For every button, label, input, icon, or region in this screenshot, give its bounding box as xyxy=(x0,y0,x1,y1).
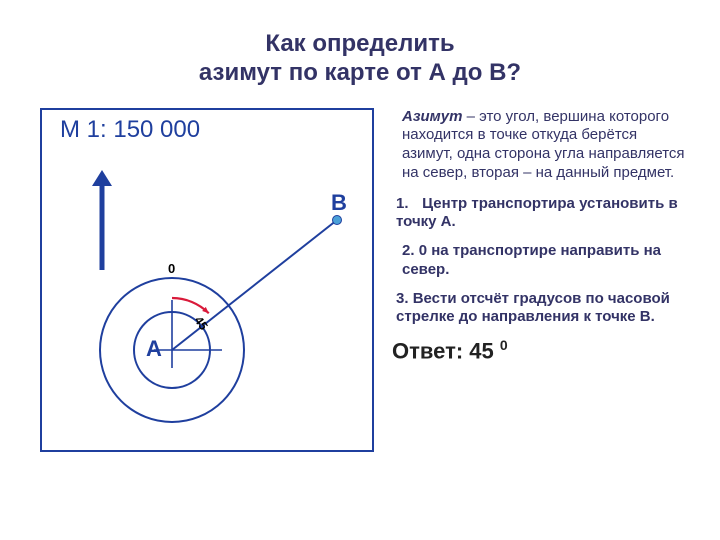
answer-degree-sup: 0 xyxy=(500,337,508,353)
step-text: Вести отсчёт градусов по часовой стрелке… xyxy=(396,290,670,326)
azimuth-definition: Азимут – это угол, вершина которого нахо… xyxy=(392,108,690,183)
step-num: 1. xyxy=(396,195,418,214)
step-num: 3. xyxy=(396,290,409,307)
step-2: 2. 0 на транспортире направить на север. xyxy=(402,242,690,280)
title-line-1: Как определить xyxy=(265,30,454,57)
step-text: 0 на транспортире направить на север. xyxy=(402,242,661,278)
svg-text:А: А xyxy=(146,336,162,361)
explanation-column: Азимут – это угол, вершина которого нахо… xyxy=(392,108,690,452)
step-3: 3. Вести отсчёт градусов по часовой стре… xyxy=(396,290,690,328)
answer-line: Ответ: 45 0 xyxy=(392,337,690,365)
definition-term: Азимут xyxy=(402,108,462,125)
content-row: М 1: 150 000 045АВ Азимут – это угол, ве… xyxy=(0,98,720,452)
page-title: Как определить азимут по карте от А до В… xyxy=(0,0,720,98)
answer-prefix: Ответ: 45 xyxy=(392,338,500,363)
azimuth-diagram: 0 45 А В xyxy=(42,110,372,450)
svg-text:45: 45 xyxy=(192,313,211,332)
diagram-frame: М 1: 150 000 045АВ xyxy=(40,108,374,452)
title-line-2: азимут по карте от А до В? xyxy=(199,59,521,86)
step-1: 1. Центр транспортира установить в точку… xyxy=(396,195,690,233)
step-text: Центр транспортира установить в точку А. xyxy=(396,195,678,231)
step-num: 2. xyxy=(402,242,415,259)
svg-text:В: В xyxy=(331,190,347,215)
svg-text:0: 0 xyxy=(168,261,175,276)
